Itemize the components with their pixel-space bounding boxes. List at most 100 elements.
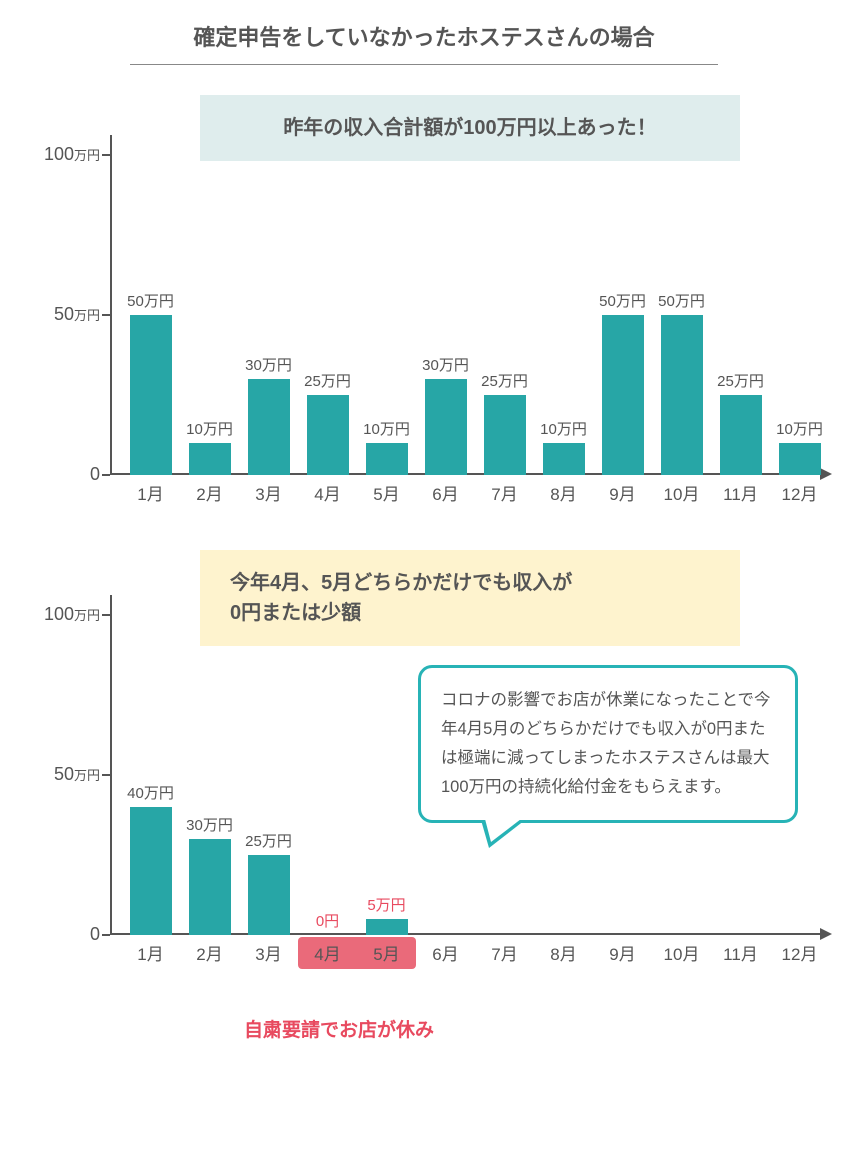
- bar-slot: 50万円: [125, 290, 176, 475]
- x-label: 10月: [656, 480, 707, 505]
- bar-slot: 50万円: [656, 290, 707, 475]
- y-label: 100万円: [44, 604, 100, 625]
- chart1-bars: 50万円 10万円 30万円 25万円 10万円 30万円 25万円 10万円 50万円 50万円…: [125, 155, 825, 475]
- x-label: 3月: [243, 940, 294, 965]
- speech-tail-inner-icon: [485, 819, 521, 842]
- x-label: 7月: [479, 480, 530, 505]
- bar-value-label: 5万円: [367, 894, 405, 915]
- bar: [189, 443, 231, 475]
- y-axis: [110, 595, 112, 935]
- bar-slot: 5万円: [361, 894, 412, 935]
- bar: [425, 379, 467, 475]
- speech-bubble: コロナの影響でお店が休業になったことで今年4月5月のどちらかだけでも収入が0円ま…: [418, 665, 798, 823]
- x-label: 1月: [125, 940, 176, 965]
- y-label: 100万円: [44, 144, 100, 165]
- y-tick: [102, 314, 110, 316]
- footnote: 自粛要請でお店が休み: [0, 1015, 818, 1042]
- bar-value-label: 25万円: [304, 370, 351, 391]
- x-label: 8月: [538, 480, 589, 505]
- bar-value-label: 50万円: [127, 290, 174, 311]
- callout-this-year: 今年4月、5月どちらかだけでも収入が0円または少額: [200, 550, 740, 646]
- bar-value-label: 10万円: [776, 418, 823, 439]
- bar: [130, 315, 172, 475]
- bar-value-label: 30万円: [245, 354, 292, 375]
- x-label: 7月: [479, 940, 530, 965]
- bar: [661, 315, 703, 475]
- speech-text: コロナの影響でお店が休業になったことで今年4月5月のどちらかだけでも収入が0円ま…: [441, 691, 771, 796]
- bar-value-label: 10万円: [540, 418, 587, 439]
- x-label: 5月: [361, 940, 412, 965]
- bar-value-label: 40万円: [127, 782, 174, 803]
- y-tick: [102, 614, 110, 616]
- bar-slot: 30万円: [420, 354, 471, 475]
- y-label: 50万円: [54, 304, 100, 325]
- bar-slot: 25万円: [479, 370, 530, 475]
- bar-value-label: 50万円: [599, 290, 646, 311]
- bar-slot: 30万円: [243, 354, 294, 475]
- bar-value-label: 25万円: [481, 370, 528, 391]
- y-label: 50万円: [54, 764, 100, 785]
- bar-slot: 10万円: [361, 418, 412, 475]
- x-label: 11月: [715, 480, 766, 505]
- x-label: 5月: [361, 480, 412, 505]
- bar: [248, 855, 290, 935]
- bar-slot: 10万円: [184, 418, 235, 475]
- bar-slot: 0円: [302, 910, 353, 935]
- y-label: 0: [90, 924, 100, 945]
- x-label: 9月: [597, 940, 648, 965]
- y-tick: [102, 154, 110, 156]
- x-label: 10月: [656, 940, 707, 965]
- chart2-xlabels: 1月 2月 3月 4月 5月 6月 7月 8月 9月 10月 11月 12月: [125, 940, 825, 965]
- x-label: 4月: [302, 480, 353, 505]
- chart-this-year: 今年4月、5月どちらかだけでも収入が0円または少額 コロナの影響でお店が休業にな…: [30, 555, 818, 1042]
- bar-slot: 10万円: [538, 418, 589, 475]
- x-label: 2月: [184, 480, 235, 505]
- x-label: 6月: [420, 480, 471, 505]
- x-label: 3月: [243, 480, 294, 505]
- bar: [366, 919, 408, 935]
- bar-value-label: 30万円: [422, 354, 469, 375]
- x-label: 6月: [420, 940, 471, 965]
- bar: [130, 807, 172, 935]
- x-label: 2月: [184, 940, 235, 965]
- bar-value-label: 30万円: [186, 814, 233, 835]
- chart1-axes: 050万円100万円 50万円10万円30万円25万円10万円30万円25万円1…: [110, 135, 830, 475]
- bar-slot: 25万円: [302, 370, 353, 475]
- bar-slot: 40万円: [125, 782, 176, 935]
- bar: [779, 443, 821, 475]
- bar-value-label: 25万円: [717, 370, 764, 391]
- x-label: 1月: [125, 480, 176, 505]
- chart-last-year: 昨年の収入合計額が100万円以上あった！ 0 50万円 100万円 50万円 10万円…: [30, 95, 818, 515]
- bar-slot: 25万円: [715, 370, 766, 475]
- bar-value-label: 10万円: [363, 418, 410, 439]
- x-label: 9月: [597, 480, 648, 505]
- x-label: 4月: [302, 940, 353, 965]
- bar-slot: 10万円: [774, 418, 825, 475]
- page-title: 確定申告をしていなかったホステスさんの場合: [130, 20, 718, 65]
- bar-slot: 30万円: [184, 814, 235, 935]
- bar: [720, 395, 762, 475]
- bar-value-label: 10万円: [186, 418, 233, 439]
- chart1-xlabels: 1月 2月 3月 4月 5月 6月 7月 8月 9月 10月 11月 12月: [125, 480, 825, 505]
- y-axis: [110, 135, 112, 475]
- x-label: 11月: [715, 940, 766, 965]
- bar: [366, 443, 408, 475]
- x-label: 12月: [774, 480, 825, 505]
- y-tick: [102, 474, 110, 476]
- x-label: 12月: [774, 940, 825, 965]
- bar: [248, 379, 290, 475]
- callout-last-year: 昨年の収入合計額が100万円以上あった！: [200, 95, 740, 161]
- bar-value-label: 50万円: [658, 290, 705, 311]
- y-label: 0: [90, 464, 100, 485]
- bar: [543, 443, 585, 475]
- bar-slot: 25万円: [243, 830, 294, 935]
- bar: [602, 315, 644, 475]
- y-tick: [102, 934, 110, 936]
- y-tick: [102, 774, 110, 776]
- bar-slot: 50万円: [597, 290, 648, 475]
- bar-value-label: 0円: [316, 910, 339, 931]
- bar: [189, 839, 231, 935]
- bar: [484, 395, 526, 475]
- bar-value-label: 25万円: [245, 830, 292, 851]
- x-label: 8月: [538, 940, 589, 965]
